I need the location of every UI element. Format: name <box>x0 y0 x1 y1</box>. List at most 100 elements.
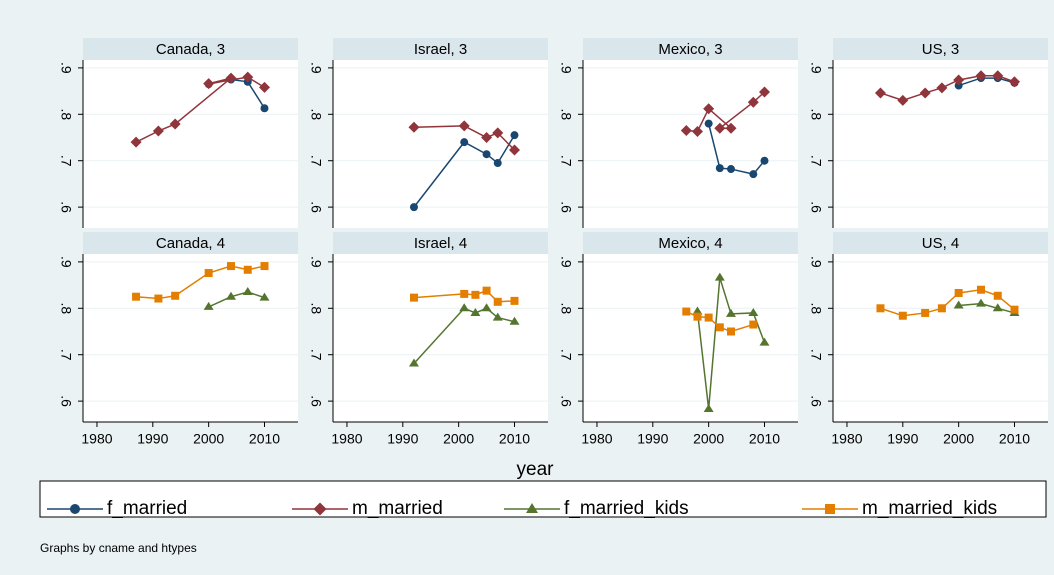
panel-title: Canada, 4 <box>156 235 225 252</box>
marker <box>703 103 715 115</box>
marker <box>408 358 419 367</box>
marker <box>898 311 907 320</box>
marker <box>493 159 502 168</box>
marker <box>242 71 254 83</box>
marker <box>460 138 469 147</box>
y-tick-label: .8 <box>58 108 74 120</box>
y-tick-label: .7 <box>558 349 574 361</box>
y-tick-label: .7 <box>58 155 74 167</box>
x-tick-label: 2010 <box>749 431 780 447</box>
marker <box>226 262 235 271</box>
marker <box>715 323 724 332</box>
marker <box>992 70 1004 82</box>
note: Graphs by cname and htypes <box>40 541 197 555</box>
marker <box>704 313 713 322</box>
strip <box>333 232 548 254</box>
y-tick-label: .6 <box>308 395 324 407</box>
strip <box>583 38 798 60</box>
marker <box>703 404 714 413</box>
x-tick-label: 1980 <box>81 431 112 447</box>
x-tick-label: 1990 <box>137 431 168 447</box>
marker <box>749 320 758 329</box>
marker <box>493 297 502 306</box>
marker <box>243 265 252 274</box>
series-line <box>696 277 766 410</box>
x-tick-label: 2000 <box>443 431 474 447</box>
marker <box>1010 305 1019 314</box>
y-tick-label: .8 <box>808 108 824 120</box>
y-tick-label: .6 <box>808 201 824 213</box>
y-tick-label: .9 <box>58 256 74 268</box>
series-line <box>958 302 1015 314</box>
marker <box>714 122 726 134</box>
marker <box>509 316 520 325</box>
panel-title: Canada, 3 <box>156 41 225 58</box>
marker <box>954 81 963 90</box>
legend-marker <box>70 504 80 514</box>
marker <box>975 70 987 82</box>
marker <box>204 269 213 278</box>
marker <box>471 290 480 299</box>
marker <box>693 312 702 321</box>
marker <box>919 87 931 99</box>
marker <box>953 74 965 86</box>
marker <box>1008 76 1020 88</box>
y-tick-label: .9 <box>308 62 324 74</box>
x-tick-label: 1980 <box>831 431 862 447</box>
x-tick-label: 2010 <box>249 431 280 447</box>
legend-label: f_married <box>107 498 187 519</box>
marker <box>154 294 163 303</box>
y-tick-label: .9 <box>558 256 574 268</box>
legend-label: f_married_kids <box>564 498 689 519</box>
marker <box>691 125 703 137</box>
marker <box>459 303 470 312</box>
marker <box>132 292 141 301</box>
marker <box>482 150 491 159</box>
y-tick-label: .6 <box>558 201 574 213</box>
marker <box>715 164 724 173</box>
y-tick-label: .7 <box>58 349 74 361</box>
marker <box>171 291 180 300</box>
y-tick-label: .6 <box>308 201 324 213</box>
marker <box>726 327 735 336</box>
marker <box>409 203 418 212</box>
y-tick-label: .6 <box>58 201 74 213</box>
marker <box>748 307 759 316</box>
marker <box>876 304 885 313</box>
marker <box>152 125 164 137</box>
strip <box>83 38 298 60</box>
x-tick-label: 1990 <box>887 431 918 447</box>
marker <box>921 308 930 317</box>
y-tick-label: .8 <box>558 302 574 314</box>
x-tick-label: 1990 <box>637 431 668 447</box>
marker <box>936 82 948 94</box>
y-tick-label: .6 <box>558 395 574 407</box>
y-tick-label: .7 <box>308 349 324 361</box>
y-tick-label: .7 <box>558 155 574 167</box>
marker <box>749 170 758 179</box>
y-tick-label: .8 <box>558 108 574 120</box>
panel-title: Israel, 3 <box>414 41 467 58</box>
marker <box>953 300 964 309</box>
marker <box>481 303 492 312</box>
marker <box>510 296 519 305</box>
x-tick-label: 2010 <box>999 431 1030 447</box>
marker <box>408 121 420 133</box>
marker <box>130 136 142 148</box>
plot-area <box>83 254 298 422</box>
plot-area <box>583 60 798 228</box>
x-tick-label: 2010 <box>499 431 530 447</box>
marker <box>759 337 770 346</box>
y-tick-label: .9 <box>308 256 324 268</box>
panel-title: US, 4 <box>922 235 960 252</box>
panel-title: US, 3 <box>922 41 960 58</box>
y-tick-label: .6 <box>58 395 74 407</box>
legend-marker <box>526 503 538 513</box>
strip <box>583 232 798 254</box>
y-tick-label: .7 <box>808 349 824 361</box>
marker <box>260 104 269 113</box>
marker <box>692 306 703 315</box>
legend <box>39 480 1047 518</box>
series-line <box>208 291 265 308</box>
panel-title: Mexico, 3 <box>658 41 722 58</box>
